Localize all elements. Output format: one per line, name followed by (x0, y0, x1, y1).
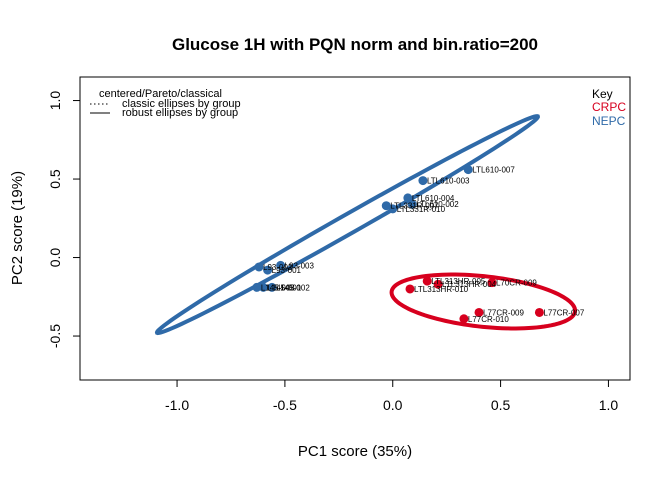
point-nepc (418, 176, 428, 186)
point-nepc (403, 193, 413, 203)
key-crpc: CRPC (592, 100, 626, 114)
point-crpc (474, 307, 484, 317)
point-label: L93-002 (263, 263, 293, 272)
x-tick-label: 0.5 (491, 397, 511, 413)
x-axis: -1.0 -0.5 0.0 0.5 1.0 (165, 380, 618, 413)
ellipse-crpc (389, 272, 578, 331)
point-label: L77CR-009 (483, 308, 524, 317)
legend-robust: robust ellipses by group (122, 107, 238, 119)
point-label: L70CR-009 (496, 279, 537, 288)
point-nepc (407, 199, 417, 209)
point-nepc (254, 262, 264, 272)
x-tick-label: -1.0 (165, 397, 189, 413)
point-label: LTL610-004 (412, 194, 455, 203)
point-label: L145-001 (267, 283, 301, 292)
ellipse-legend: centered/Pareto/classical classic ellips… (90, 88, 241, 119)
key-nepc: NEPC (592, 114, 626, 128)
point-label: LTL331R-010 (397, 205, 446, 214)
point-label: L145-003 (261, 283, 295, 292)
point-nepc (388, 204, 398, 214)
y-axis: -0.5 0.0 0.5 1.0 (47, 91, 80, 348)
y-tick-label: 0.0 (47, 248, 63, 268)
legend-header: centered/Pareto/classical (99, 88, 222, 100)
y-tick-label: -0.5 (47, 324, 63, 348)
point-crpc (433, 279, 443, 289)
x-tick-label: 1.0 (599, 397, 619, 413)
chart-title: Glucose 1H with PQN norm and bin.ratio=2… (172, 35, 538, 54)
ellipse-nepc (154, 114, 541, 336)
point-label: LTL313HR-005 (431, 277, 486, 286)
point-label: L93-003 (285, 261, 315, 270)
x-axis-label: PC1 score (35%) (298, 443, 412, 460)
x-tick-label: -0.5 (273, 397, 297, 413)
point-nepc (276, 260, 286, 270)
point-label: L77CR-010 (468, 315, 509, 324)
point-label: LTL610-002 (416, 200, 459, 209)
point-label: LTL610-003 (427, 177, 470, 186)
legend-classic: classic ellipses by group (122, 98, 241, 110)
point-nepc (258, 282, 268, 292)
point-nepc (463, 165, 473, 175)
data-points (252, 165, 544, 324)
y-tick-label: 1.0 (47, 91, 63, 111)
point-crpc (422, 276, 432, 286)
point-nepc (263, 265, 273, 275)
plot-frame (79, 76, 631, 381)
point-label: LTL313HR-004 (442, 280, 497, 289)
point-label: L145-002 (276, 283, 310, 292)
point-crpc (487, 278, 497, 288)
group-ellipses (154, 114, 578, 336)
point-nepc (267, 282, 277, 292)
point-label: LTL610-007 (472, 166, 515, 175)
key-title: Key (592, 87, 613, 101)
point-nepc (252, 282, 262, 292)
point-label: LTL331R-007 (390, 202, 439, 211)
point-label: L77CR-007 (543, 308, 584, 317)
y-tick-label: 0.5 (47, 169, 63, 189)
point-crpc (534, 307, 544, 317)
y-axis-label: PC2 score (19%) (9, 171, 26, 285)
point-crpc (459, 314, 469, 324)
point-label: L93-001 (272, 266, 302, 275)
x-tick-label: 0.0 (383, 397, 403, 413)
point-label: LTL313HR-010 (414, 285, 469, 294)
point-crpc (405, 284, 415, 294)
group-key: Key CRPC NEPC (592, 87, 626, 128)
